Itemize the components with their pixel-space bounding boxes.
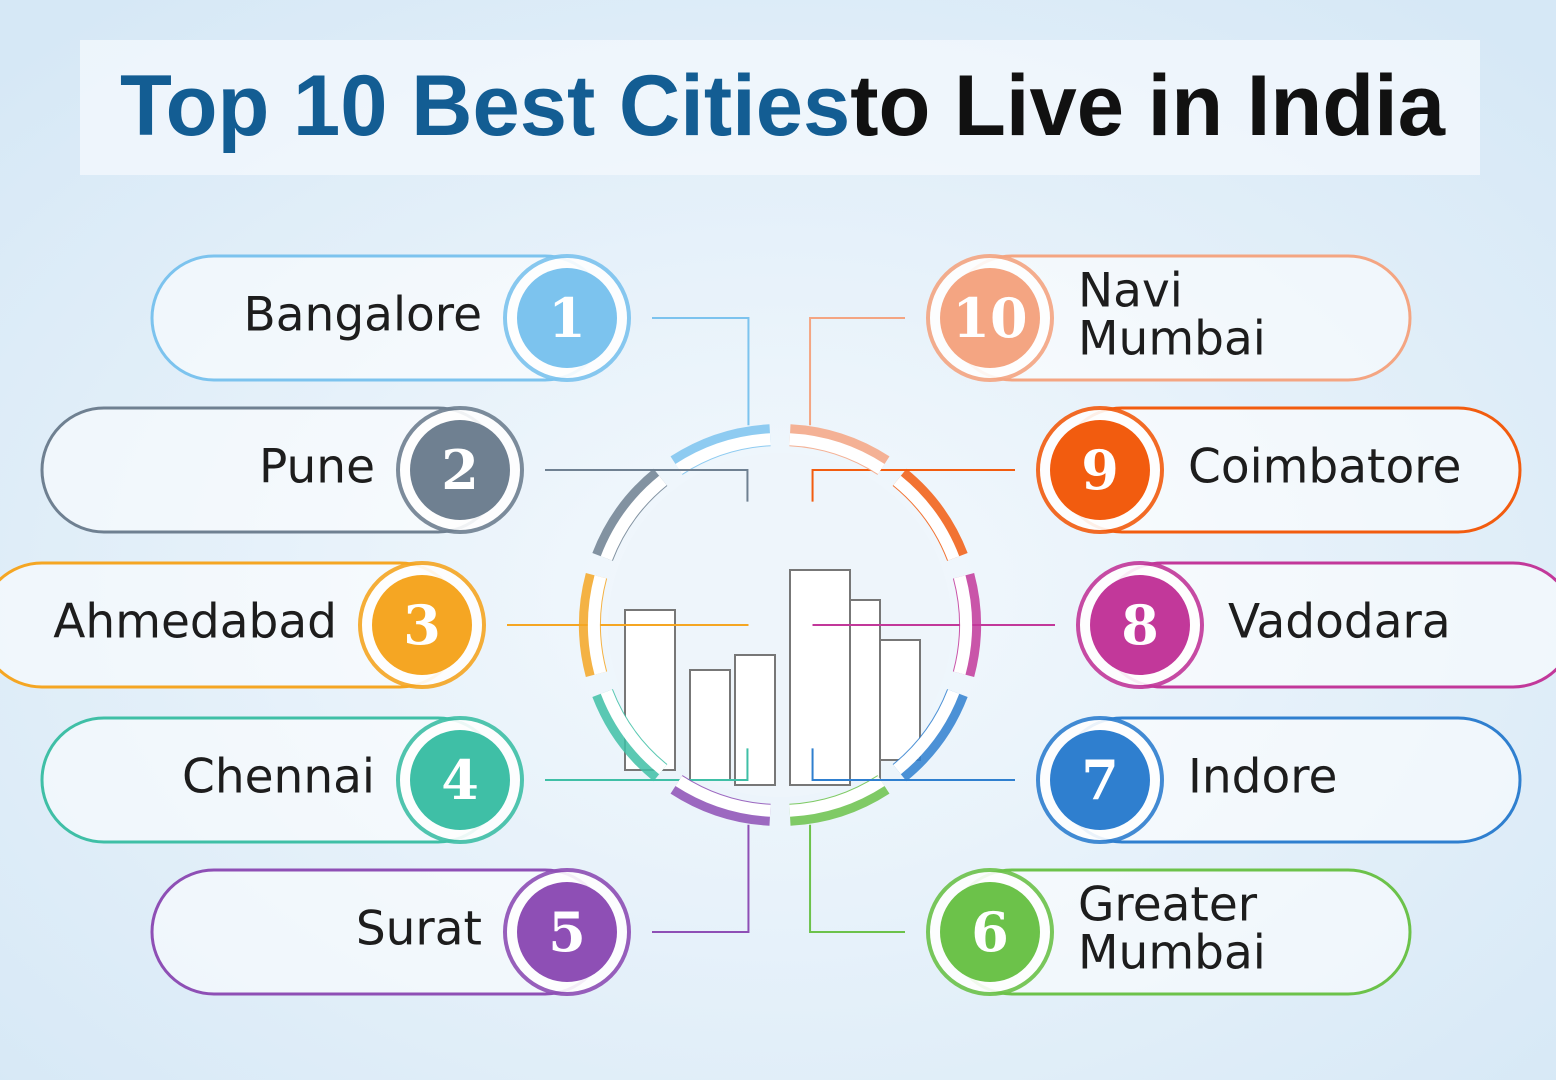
city-item: 4 Chennai — [40, 688, 749, 844]
rank-badge — [517, 268, 617, 368]
rank-number: 2 — [441, 438, 479, 502]
connector — [652, 824, 750, 933]
rank-badge — [940, 882, 1040, 982]
connector — [811, 748, 1015, 781]
ring-segment-face — [893, 689, 960, 775]
rank-badge — [940, 268, 1040, 368]
rank-number: 10 — [952, 286, 1027, 350]
rank-number: 9 — [1081, 438, 1119, 502]
rank-badge — [1050, 420, 1150, 520]
rank-badge — [410, 420, 510, 520]
city-name: Bangalore — [244, 288, 483, 343]
rank-badge — [410, 730, 510, 830]
ring-segment-face — [675, 433, 771, 475]
ring-segment-face — [600, 475, 667, 561]
rank-number: 1 — [548, 286, 586, 350]
city-name: Mumbai — [1078, 312, 1266, 367]
city-item: 2 Pune — [40, 406, 749, 562]
connector — [809, 824, 905, 933]
city-item: 9 Coimbatore — [811, 406, 1522, 562]
rank-badge — [1050, 730, 1150, 830]
connector — [652, 317, 750, 426]
city-emblem — [608, 453, 952, 797]
rank-number: 6 — [971, 900, 1009, 964]
skyline — [624, 569, 921, 786]
rank-number: 3 — [403, 593, 441, 657]
rank-number: 8 — [1121, 593, 1159, 657]
city-name: Pune — [259, 440, 375, 495]
ring-segment-face — [600, 689, 667, 775]
connector — [811, 469, 1015, 502]
city-name: Mumbai — [1078, 926, 1266, 981]
city-item: 1 Bangalore — [150, 254, 771, 475]
city-name: Ahmedabad — [53, 595, 337, 650]
rank-badge — [1090, 575, 1190, 675]
ring-segment-face — [675, 775, 771, 817]
city-item: 3 Ahmedabad — [0, 561, 749, 689]
city-name: Surat — [356, 902, 482, 957]
ring-segment-face — [789, 433, 885, 475]
city-item: 5 Surat — [150, 775, 771, 996]
ring-segment-face — [893, 475, 960, 561]
title-band — [80, 40, 1480, 175]
city-name: Indore — [1188, 750, 1337, 805]
connector — [809, 317, 905, 426]
rank-badge — [517, 882, 617, 982]
rank-badge — [372, 575, 472, 675]
city-item: 7 Indore — [811, 688, 1522, 844]
city-name: Vadodara — [1228, 595, 1451, 650]
title-highlight: Top 10 Best Cities — [120, 58, 850, 154]
city-item: 8 Vadodara — [812, 561, 1556, 689]
city-name: Navi — [1078, 264, 1183, 319]
connector — [545, 748, 749, 781]
rank-number: 7 — [1081, 748, 1119, 812]
city-name: Chennai — [182, 750, 375, 805]
title-rest: to Live in India — [850, 58, 1446, 154]
ring-segment-face — [953, 575, 972, 675]
ring-segment-face — [789, 775, 885, 817]
city-name: Greater — [1078, 878, 1258, 933]
rank-number: 4 — [441, 748, 479, 812]
city-name: Coimbatore — [1188, 440, 1461, 495]
rank-number: 5 — [548, 900, 586, 964]
title: Top 10 Best Citiesto Live in India — [120, 58, 1446, 154]
connector — [545, 469, 749, 502]
ring-segment-face — [588, 575, 607, 675]
